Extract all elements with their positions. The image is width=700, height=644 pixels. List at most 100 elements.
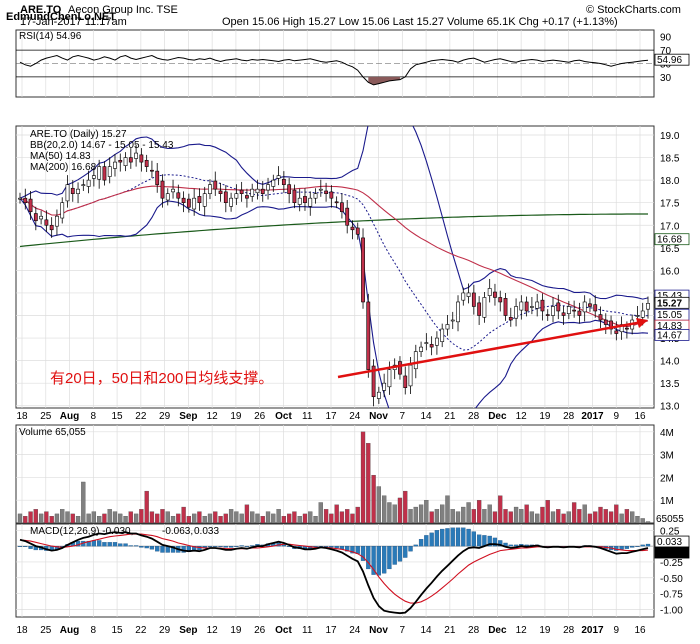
candle-body xyxy=(556,302,561,312)
candle-body xyxy=(197,196,202,204)
x-tick-label: 21 xyxy=(444,625,456,636)
candle-body xyxy=(561,312,566,316)
x-tick-label: 12 xyxy=(516,625,528,636)
x-tick-label: 2017 xyxy=(581,411,604,422)
volume-bar xyxy=(155,513,160,524)
macd-histogram-bar xyxy=(397,545,403,562)
macd-histogram-bar xyxy=(128,545,133,547)
price-value-label: 14.83 xyxy=(657,321,682,332)
x-tick-label: 14 xyxy=(421,411,433,422)
volume-bar xyxy=(482,509,487,524)
volume-bar xyxy=(513,506,519,524)
volume-bar xyxy=(571,502,577,524)
volume-bar xyxy=(60,509,65,524)
volume-bar xyxy=(286,513,292,524)
macd-histogram-bar xyxy=(170,545,176,553)
volume-bar xyxy=(524,504,529,524)
volume-bar xyxy=(630,511,635,524)
volume-bar xyxy=(498,495,503,524)
candle-body xyxy=(493,291,497,298)
candle-body xyxy=(535,301,540,309)
macd-histogram-bar xyxy=(107,542,112,547)
volume-bar xyxy=(323,509,329,524)
volume-bar xyxy=(218,516,223,524)
volume-bar xyxy=(202,516,207,524)
candle-body xyxy=(376,391,381,399)
legend-ma50: MA(50) 14.83 xyxy=(30,151,91,162)
volume-bar xyxy=(112,511,118,524)
volume-bar xyxy=(466,502,471,524)
candle-body xyxy=(477,302,482,316)
volume-bar xyxy=(550,511,556,524)
candle-body xyxy=(318,188,323,191)
macd-histogram-bar xyxy=(403,545,408,558)
candle-body xyxy=(545,314,550,316)
volume-bar xyxy=(149,511,155,524)
macd-histogram-bar xyxy=(635,545,640,547)
volume-bar xyxy=(355,506,360,524)
x-tick-label: 11 xyxy=(302,411,313,422)
volume-bar xyxy=(271,513,276,524)
x-tick-label: Dec xyxy=(488,625,507,636)
volume-bar xyxy=(239,513,244,524)
price-clip-group xyxy=(18,126,650,408)
volume-bar xyxy=(429,511,434,524)
price-value-label: 15.27 xyxy=(657,298,682,309)
axes: 18 18 25 25 Aug Aug 8 8 15 15 22 22 29 29 Sep Sep 12 12 19… xyxy=(16,33,690,636)
volume-bar xyxy=(413,506,418,524)
candle-body xyxy=(65,184,70,202)
candle-body xyxy=(102,166,107,181)
candle-body xyxy=(503,298,508,316)
volume-y-tick: 1M xyxy=(660,496,674,507)
volume-bar xyxy=(529,511,535,524)
volume-bar xyxy=(297,516,302,524)
header-date: 17-Jan-2017 11:17am xyxy=(20,16,127,28)
candle-body xyxy=(49,224,54,231)
price-y-tick: 16.5 xyxy=(660,244,680,255)
x-tick-label: Aug xyxy=(60,625,79,636)
volume-bar xyxy=(308,511,313,524)
x-tick-label: Nov xyxy=(369,625,388,636)
volume-bar xyxy=(23,516,28,524)
bb-lower-line xyxy=(19,197,649,408)
price-value-label: 16.68 xyxy=(657,235,682,246)
x-tick-label: 26 xyxy=(254,411,266,422)
candle-body xyxy=(91,175,96,179)
macd-legend-1: MACD(12,26,9) -0.030, xyxy=(30,526,133,537)
macd-line xyxy=(19,531,649,615)
x-tick-label: 14 xyxy=(421,625,433,636)
candle-body xyxy=(308,197,313,207)
candle-body xyxy=(55,215,59,227)
x-tick-label: 25 xyxy=(40,411,52,422)
candle-body xyxy=(572,309,577,312)
rsi-value-tag xyxy=(654,53,690,66)
macd-histogram-bar xyxy=(366,545,371,570)
price-y-tick: 18.0 xyxy=(660,176,680,187)
price-legend-title: ARE.TO (Daily) 15.27 xyxy=(30,129,127,140)
candle-body xyxy=(123,157,128,167)
candle-body xyxy=(577,310,582,316)
volume-bar xyxy=(345,509,350,524)
rsi-y-tick: 90 xyxy=(660,33,672,44)
candle-body xyxy=(646,303,650,310)
macd-histogram-bar xyxy=(466,528,471,547)
volume-bar xyxy=(387,502,392,524)
company-name: Aecon Group Inc. TSE xyxy=(68,4,178,16)
price-value-label: 15.05 xyxy=(657,310,682,321)
x-tick-label: 21 xyxy=(444,411,456,422)
volume-bar xyxy=(619,513,624,524)
rsi-label: RSI(14) 54.96 xyxy=(19,31,82,42)
x-tick-label: 19 xyxy=(539,625,551,636)
volume-bar xyxy=(471,509,476,524)
volume-bar xyxy=(519,509,524,524)
price-y-tick: 19.0 xyxy=(660,131,680,142)
price-y-tick: 16.0 xyxy=(660,266,680,277)
candle-body xyxy=(234,193,239,199)
macd-histogram-bar xyxy=(371,545,376,575)
macd-histogram-bar xyxy=(97,540,102,547)
x-tick-label: 15 xyxy=(112,411,124,422)
volume-bar xyxy=(318,502,323,524)
volume-bar xyxy=(608,511,614,524)
candle-body xyxy=(382,382,387,391)
candle-body xyxy=(139,154,144,163)
